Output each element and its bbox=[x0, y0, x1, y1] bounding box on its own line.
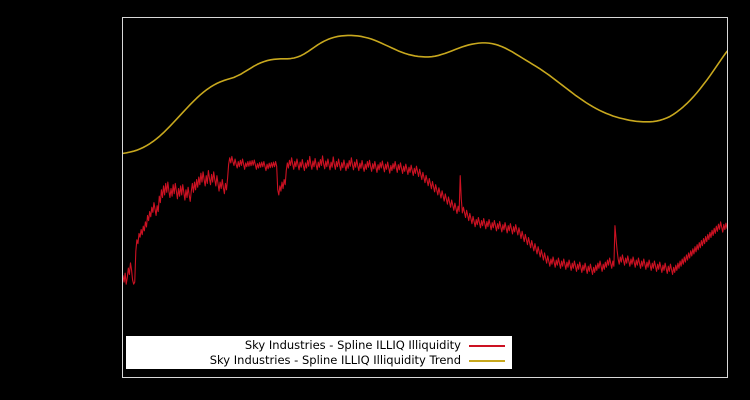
series-line-illiquidity-trend bbox=[123, 34, 727, 155]
legend-item-illiquidity[interactable]: Sky Industries - Spline ILLIQ Illiquidit… bbox=[127, 338, 511, 353]
legend-item-illiquidity-trend[interactable]: Sky Industries - Spline ILLIQ Illiquidit… bbox=[127, 353, 511, 368]
plot-area bbox=[122, 17, 728, 378]
chart-legend[interactable]: Sky Industries - Spline ILLIQ Illiquidit… bbox=[126, 336, 512, 369]
y-axis-tick-labels: 1100100001000000100000000100000000001000… bbox=[0, 0, 122, 400]
legend-color-swatch bbox=[469, 340, 505, 351]
legend-label: Sky Industries - Spline ILLIQ Illiquidit… bbox=[209, 352, 461, 367]
legend-label: Sky Industries - Spline ILLIQ Illiquidit… bbox=[244, 337, 461, 352]
series-line-illiquidity bbox=[123, 155, 727, 285]
plot-svg bbox=[123, 34, 727, 285]
legend-color-swatch bbox=[469, 355, 505, 366]
